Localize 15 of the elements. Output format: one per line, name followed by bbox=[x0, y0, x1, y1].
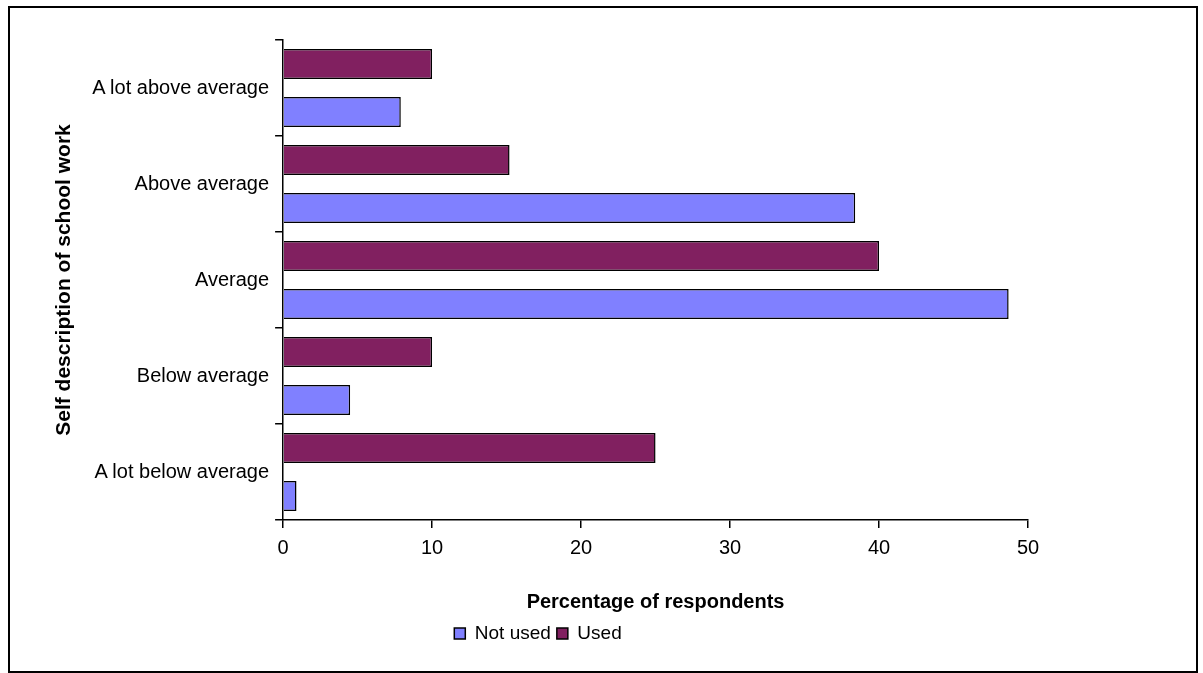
x-tick-label: 10 bbox=[420, 535, 444, 558]
y-axis-title: Self description of school work bbox=[51, 123, 75, 436]
y-tick-label: A lot above average bbox=[92, 75, 270, 98]
legend-label: Used bbox=[577, 621, 622, 643]
x-tick-label: 40 bbox=[867, 535, 891, 558]
x-tick-label: 50 bbox=[1016, 535, 1040, 558]
y-tick-label: A lot below average bbox=[94, 459, 270, 482]
y-tick-label: Average bbox=[194, 267, 270, 290]
x-axis-title: Percentage of respondents bbox=[526, 589, 785, 612]
y-tick-label: Below average bbox=[136, 363, 270, 386]
x-tick-label: 30 bbox=[718, 535, 742, 558]
x-tick-label: 20 bbox=[569, 535, 593, 558]
legend-label: Not used bbox=[474, 621, 551, 643]
y-tick-label: Above average bbox=[134, 171, 270, 194]
x-tick-label: 0 bbox=[277, 535, 289, 558]
